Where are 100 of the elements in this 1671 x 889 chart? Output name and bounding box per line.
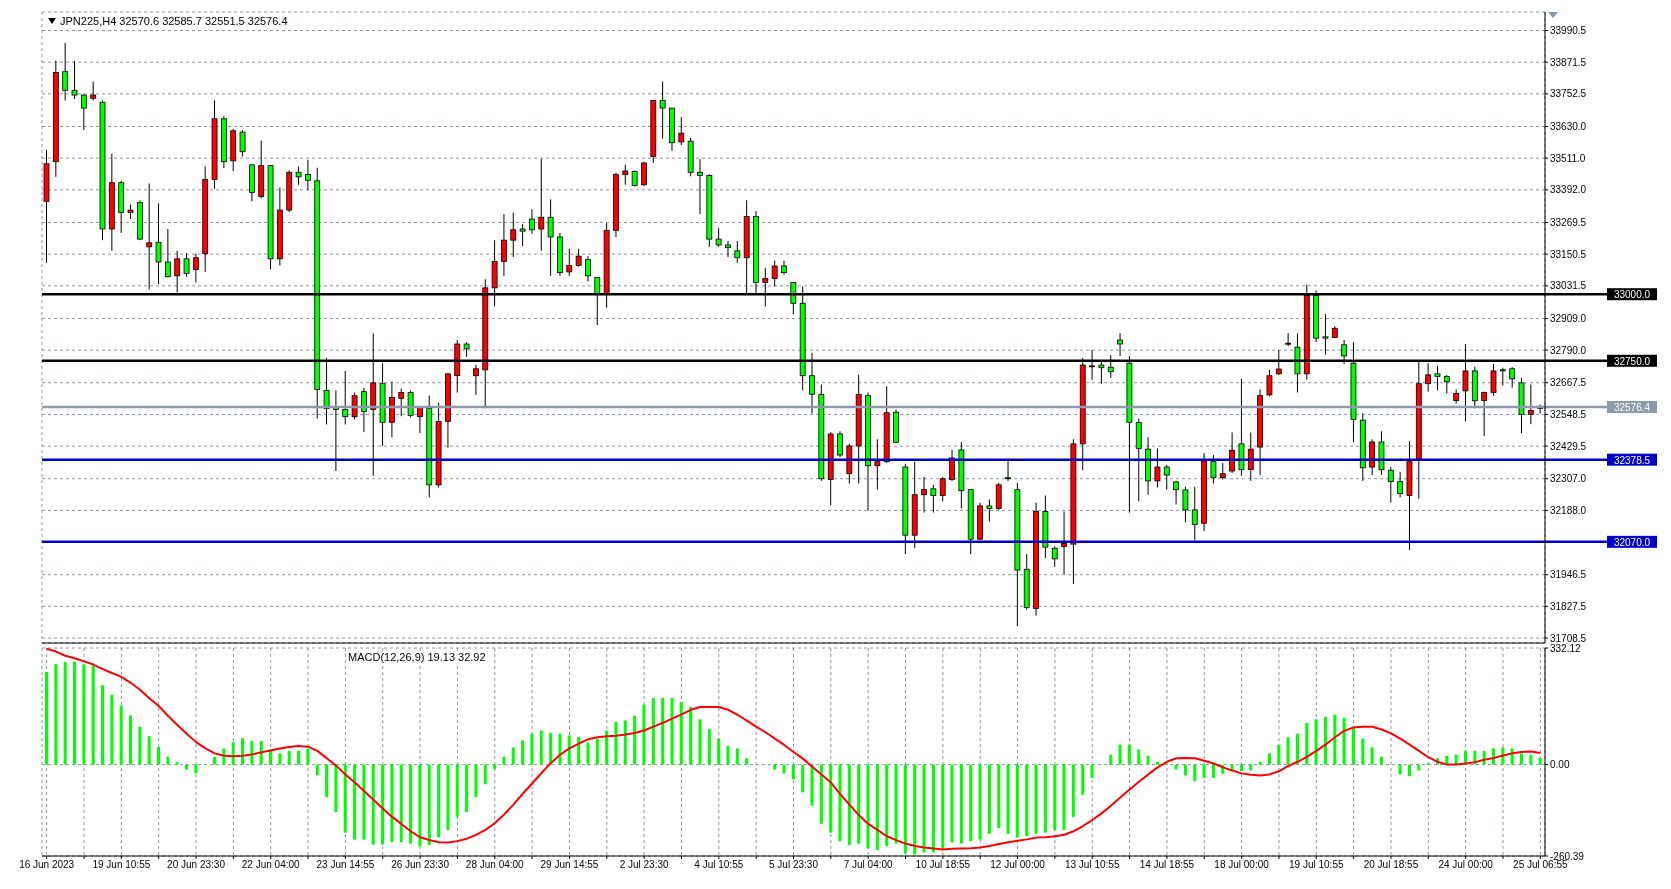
ref-line-label: 32576.4: [1613, 402, 1651, 413]
x-tick-label: 14 Jul 18:55: [1139, 859, 1195, 871]
bar: [455, 764, 459, 817]
bar: [950, 764, 954, 843]
candlestick: [1527, 383, 1534, 425]
ref-line-label: 32070.0: [1613, 536, 1651, 548]
candlestick: [1387, 466, 1394, 504]
y-tick-label: 0.00: [1550, 759, 1570, 771]
y-tick-label: 31708.5: [1550, 632, 1587, 644]
bar: [483, 764, 487, 785]
bar: [829, 764, 833, 833]
bar: [810, 764, 814, 806]
bar: [558, 733, 562, 765]
bar: [1267, 753, 1271, 765]
bar: [913, 764, 917, 855]
bar: [1277, 744, 1281, 765]
candlestick: [1490, 363, 1497, 397]
candlestick: [295, 165, 302, 186]
candlestick: [417, 406, 423, 434]
bar: [119, 705, 123, 765]
bar: [91, 665, 95, 765]
bar: [427, 764, 431, 845]
bar: [1146, 755, 1150, 765]
bar: [138, 726, 142, 765]
bar: [586, 742, 590, 765]
x-tick-label: 2 Jul 23:30: [619, 859, 670, 871]
bar: [409, 764, 413, 844]
bar: [54, 664, 58, 765]
candlestick: [1266, 369, 1273, 397]
bar: [857, 764, 861, 844]
bar: [213, 756, 217, 765]
bar: [885, 764, 889, 847]
bar: [707, 729, 711, 765]
candlestick: [715, 227, 722, 248]
bar: [801, 764, 805, 793]
bar: [185, 764, 189, 770]
bar: [651, 698, 655, 765]
bar: [1034, 764, 1038, 834]
chart-title: JPN225,H4 32570.6 32585.7 32551.5 32576.4: [60, 15, 288, 27]
bar: [101, 685, 105, 765]
candlestick: [734, 240, 741, 264]
bar: [959, 764, 963, 844]
bar: [623, 720, 627, 765]
bar: [325, 764, 329, 798]
y-tick-label: 33630.0: [1550, 121, 1587, 133]
bar: [381, 764, 385, 845]
x-tick-label: 18 Jul 00:00: [1214, 859, 1270, 871]
bar: [1109, 754, 1113, 765]
candlestick: [939, 476, 946, 502]
bar: [343, 764, 347, 833]
candlestick: [1191, 486, 1198, 541]
x-tick-label: 16 Jun 2023: [19, 859, 75, 871]
bar: [1407, 764, 1411, 777]
bar: [418, 764, 422, 847]
bar: [567, 735, 571, 765]
bar: [642, 704, 646, 765]
bar: [1361, 738, 1365, 765]
candlestick: [1005, 460, 1011, 482]
candlestick: [622, 164, 629, 186]
bar: [1174, 764, 1178, 770]
bar: [502, 756, 506, 765]
candlestick: [398, 387, 405, 417]
y-tick-label: 33269.5: [1550, 217, 1587, 229]
bar: [1370, 747, 1374, 765]
x-tick-label: 5 Jul 23:30: [769, 859, 819, 871]
bar: [894, 764, 898, 844]
candlestick: [678, 116, 685, 146]
candlestick: [1061, 510, 1067, 575]
bar: [539, 730, 543, 765]
candlestick: [183, 252, 190, 278]
y-tick-label: 33871.5: [1550, 56, 1587, 68]
candlestick: [239, 129, 246, 158]
bar: [250, 741, 254, 765]
bar: [241, 738, 245, 765]
bar: [1239, 764, 1243, 772]
x-tick-label: 4 Jul 10:55: [694, 859, 744, 871]
bar: [1062, 764, 1066, 830]
bar: [838, 764, 842, 842]
x-tick-label: 25 Jul 06:55: [1513, 859, 1569, 871]
bar: [987, 764, 991, 834]
candlestick: [566, 248, 573, 277]
candlestick: [1322, 313, 1329, 356]
bar: [278, 753, 282, 765]
bar: [1314, 719, 1318, 765]
y-tick-label: 33752.5: [1550, 88, 1587, 100]
bar: [1305, 722, 1309, 765]
bar: [698, 719, 702, 765]
bar: [82, 664, 86, 765]
bar: [1211, 764, 1215, 778]
bar: [1202, 764, 1206, 778]
y-tick-label: 32188.0: [1550, 504, 1587, 516]
bar: [1342, 717, 1346, 765]
bar: [259, 741, 263, 765]
y-tick-label: 32429.5: [1550, 440, 1587, 452]
bar: [147, 736, 151, 765]
x-tick-label: 29 Jun 14:55: [540, 859, 599, 871]
candlestick: [473, 364, 479, 396]
candlestick: [407, 389, 414, 418]
bar: [745, 758, 749, 765]
bar: [1323, 716, 1327, 765]
